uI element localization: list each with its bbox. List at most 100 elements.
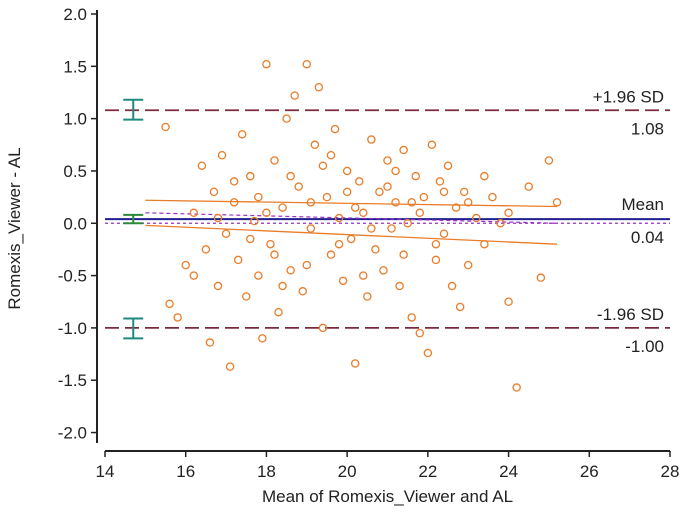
data-point (274, 307, 283, 317)
lower-loa-value: -1.00 (625, 337, 664, 356)
y-tick-label: 0.5 (63, 162, 87, 181)
data-point (322, 192, 332, 202)
data-points (161, 59, 562, 392)
data-point (306, 198, 316, 207)
data-point (524, 182, 534, 191)
data-point (334, 213, 344, 223)
data-point (407, 198, 416, 207)
data-point (375, 187, 384, 197)
data-point (237, 130, 247, 139)
data-point (504, 208, 513, 218)
data-point (415, 208, 425, 218)
data-point (229, 198, 239, 207)
data-point (282, 114, 291, 123)
data-point (488, 192, 497, 202)
data-point (246, 171, 255, 181)
data-point (197, 161, 207, 170)
data-point (359, 271, 368, 280)
reference-labels: +1.96 SD 1.08 Mean 0.04 -1.96 SD -1.00 (593, 87, 664, 356)
x-axis-label: Mean of Romexis_Viewer and AL (262, 487, 513, 506)
x-tick-label: 22 (418, 462, 437, 481)
data-point (278, 281, 287, 291)
data-point (395, 281, 404, 291)
data-point (350, 203, 360, 212)
data-point (455, 302, 465, 312)
data-point (383, 182, 392, 191)
mean-label: Mean (621, 195, 664, 214)
data-point (447, 281, 457, 291)
data-point (229, 177, 239, 186)
x-tick-label: 14 (96, 462, 115, 481)
data-point (161, 122, 170, 132)
data-point (463, 198, 473, 207)
axes: 14 16 18 20 22 24 26 28 2.0 1.5 1.0 0.5 0.0 -0.5 -1.0… (5, 5, 679, 506)
data-point (383, 156, 392, 165)
data-point (407, 313, 416, 322)
data-point (213, 213, 223, 223)
data-point (459, 187, 469, 197)
data-point (399, 250, 408, 259)
data-point (254, 192, 263, 202)
data-point (439, 229, 449, 238)
data-point (480, 239, 489, 249)
data-point (367, 224, 376, 233)
data-point (496, 219, 505, 228)
data-point (480, 171, 489, 181)
data-point (254, 271, 263, 280)
data-point (330, 124, 340, 134)
data-point (217, 151, 227, 160)
data-point (205, 338, 215, 347)
data-point (403, 219, 412, 228)
data-point (472, 213, 481, 223)
data-point (314, 82, 324, 92)
data-point (354, 177, 364, 186)
data-point (463, 260, 473, 270)
data-point (221, 229, 231, 238)
data-point (270, 156, 279, 165)
reference-lines (105, 109, 670, 329)
data-point (443, 161, 453, 170)
y-tick-label: -1.0 (58, 319, 87, 338)
y-tick-label: 0.0 (63, 214, 87, 233)
data-point (241, 292, 251, 301)
upper-loa-value: 1.08 (631, 119, 664, 138)
data-point (536, 273, 546, 282)
data-point (326, 151, 336, 160)
data-point (189, 208, 199, 218)
x-ticks: 14 16 18 20 22 24 26 28 (96, 451, 680, 481)
data-point (512, 383, 521, 392)
data-point (290, 91, 299, 100)
data-point (262, 208, 271, 218)
regression-line (145, 212, 558, 224)
data-point (451, 203, 461, 212)
y-tick-label: 2.0 (63, 5, 87, 24)
data-point (399, 145, 408, 155)
x-tick-label: 26 (580, 462, 599, 481)
y-axis-label: Romexis_Viewer - AL (5, 147, 24, 309)
data-point (189, 271, 199, 280)
data-point (427, 140, 437, 150)
x-tick-label: 28 (661, 462, 680, 481)
data-point (544, 156, 554, 165)
y-ticks: 2.0 1.5 1.0 0.5 0.0 -0.5 -1.0 -1.5 -2.0 (58, 5, 97, 443)
data-point (318, 161, 328, 170)
data-point (326, 250, 336, 259)
data-point (286, 266, 295, 275)
y-tick-label: 1.5 (63, 57, 87, 76)
data-point (419, 192, 429, 202)
data-point (266, 239, 275, 249)
data-point (250, 216, 259, 226)
data-point (391, 166, 400, 176)
data-point (363, 292, 372, 301)
mean-value: 0.04 (631, 228, 664, 247)
lower-loa-label: -1.96 SD (597, 305, 664, 324)
data-point (379, 266, 388, 275)
data-point (270, 250, 279, 259)
data-point (201, 245, 211, 254)
data-point (233, 255, 243, 265)
data-point (391, 198, 400, 207)
data-point (262, 59, 271, 69)
data-point (213, 281, 223, 291)
data-point (359, 208, 368, 218)
data-point (302, 59, 312, 69)
